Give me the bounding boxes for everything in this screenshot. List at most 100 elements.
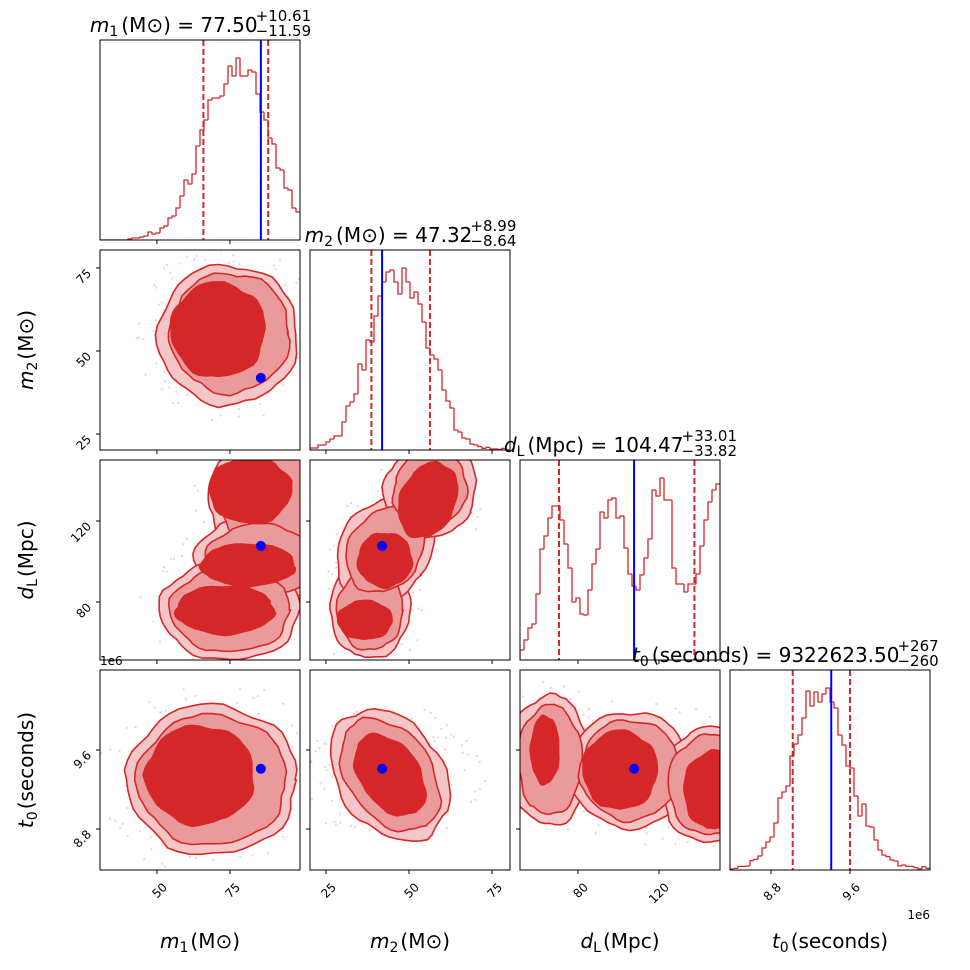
hist-bin bbox=[207, 99, 212, 120]
hist-bin bbox=[271, 138, 276, 145]
scatter-point bbox=[769, 802, 771, 804]
scatter-point bbox=[339, 813, 342, 816]
scatter-point bbox=[153, 283, 156, 287]
label-subscript: L bbox=[593, 940, 601, 956]
scatter-point bbox=[694, 708, 698, 711]
hist-bin bbox=[310, 447, 314, 450]
scatter-point bbox=[185, 394, 189, 397]
axis-label-dL: dL(Mpc) bbox=[14, 520, 41, 599]
scatter-point bbox=[708, 715, 711, 719]
scatter-point bbox=[211, 418, 214, 422]
hist-bin bbox=[703, 519, 708, 546]
hist-bin bbox=[643, 557, 648, 575]
scatter-point bbox=[331, 775, 334, 778]
scatter-point bbox=[467, 753, 470, 756]
scatter-point bbox=[163, 865, 167, 868]
hist-bin bbox=[785, 785, 790, 792]
scatter-point bbox=[475, 754, 478, 758]
scatter-point bbox=[356, 504, 359, 508]
scatter-point bbox=[121, 822, 124, 825]
scatter-point bbox=[661, 837, 664, 840]
scatter-point bbox=[171, 277, 174, 280]
axis-label-dL: dL(Mpc) bbox=[580, 929, 659, 956]
label-subscript: 2 bbox=[389, 940, 398, 956]
scatter-point bbox=[168, 386, 171, 389]
hist-bin bbox=[283, 170, 288, 189]
hist-bin bbox=[655, 490, 660, 497]
scatter-point bbox=[291, 724, 294, 727]
x-tick-label: 75 bbox=[484, 880, 505, 901]
scatter-point bbox=[249, 872, 251, 874]
scatter-point bbox=[740, 851, 742, 853]
label-unit: (seconds) bbox=[14, 712, 38, 809]
title-symbol: m bbox=[90, 13, 109, 37]
scatter-point bbox=[751, 796, 753, 798]
title-minus-error: −260 bbox=[897, 652, 938, 670]
contour-level-3 bbox=[352, 732, 428, 817]
scatter-point bbox=[611, 700, 614, 703]
truth-point bbox=[255, 372, 266, 383]
scatter-point bbox=[335, 561, 338, 564]
contour-level-3 bbox=[398, 460, 459, 539]
hist-bin bbox=[635, 586, 640, 591]
label-symbol: m bbox=[370, 929, 389, 953]
title-m1: m1 (M⊙) = 77.50+10.61−11.59 bbox=[90, 7, 311, 40]
hist-bin bbox=[473, 444, 478, 446]
hist-bin bbox=[761, 847, 766, 856]
scatter-point bbox=[177, 401, 180, 404]
contour-level-3 bbox=[529, 714, 560, 786]
y-tick-label: 25 bbox=[73, 432, 94, 453]
title-plus-error: +267 bbox=[897, 637, 938, 655]
scatter-point bbox=[313, 537, 315, 539]
hist-bin bbox=[861, 803, 866, 816]
hist-bin bbox=[501, 447, 506, 450]
scatter-point bbox=[478, 788, 481, 791]
scatter-point bbox=[542, 681, 545, 684]
scatter-point bbox=[479, 508, 482, 511]
scatter-point bbox=[499, 769, 501, 771]
hist-bin bbox=[921, 865, 926, 869]
axis-label-text: dL (Mpc) bbox=[14, 520, 41, 599]
scatter-point bbox=[258, 871, 260, 873]
scatter-point bbox=[502, 774, 504, 776]
scatter-point bbox=[316, 521, 318, 523]
scatter-point bbox=[305, 366, 307, 368]
scatter-point bbox=[479, 456, 481, 458]
scatter-point bbox=[141, 338, 144, 341]
hist-bin bbox=[893, 860, 898, 862]
label-unit: (Mpc) bbox=[603, 929, 660, 953]
panel-2d-m1-t0 bbox=[100, 688, 309, 874]
hist-bin bbox=[849, 766, 854, 769]
scatter-point bbox=[242, 437, 244, 439]
scatter-point bbox=[678, 711, 681, 714]
scatter-point bbox=[756, 730, 758, 732]
scatter-point bbox=[591, 719, 595, 722]
histogram-m1 bbox=[100, 40, 300, 240]
title-value: 47.32 bbox=[415, 223, 472, 247]
label-symbol: m bbox=[14, 371, 38, 390]
title-m2: m2 (M⊙) = 47.32+8.99−8.64 bbox=[305, 217, 517, 250]
hist-bin bbox=[825, 687, 830, 694]
scatter-point bbox=[436, 736, 440, 739]
scatter-point bbox=[153, 706, 156, 709]
scatter-point bbox=[400, 643, 403, 646]
scatter-point bbox=[522, 695, 525, 698]
hist-bin bbox=[753, 858, 758, 861]
scatter-point bbox=[566, 828, 570, 831]
scatter-point bbox=[387, 455, 389, 457]
hist-bin bbox=[365, 339, 370, 370]
hist-bin bbox=[485, 446, 490, 449]
scatter-point bbox=[328, 763, 331, 766]
axis-label-text: m1 (M⊙) bbox=[160, 929, 240, 956]
scatter-point bbox=[761, 754, 763, 756]
scatter-point bbox=[307, 805, 309, 807]
hist-bin bbox=[219, 95, 224, 98]
scatter-point bbox=[295, 281, 298, 285]
hist-bin bbox=[749, 859, 754, 866]
hist-bin bbox=[659, 477, 664, 496]
hist-bin bbox=[255, 72, 260, 95]
scatter-point bbox=[281, 835, 284, 838]
contour-level-3 bbox=[198, 543, 297, 588]
hist-bin bbox=[151, 232, 156, 235]
scatter-point bbox=[350, 501, 353, 505]
